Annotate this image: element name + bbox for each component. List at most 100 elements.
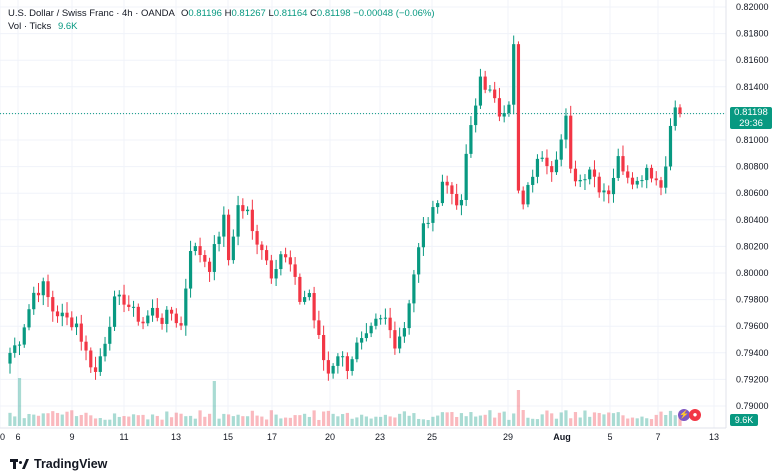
event-lightning-icon[interactable]: ⚡ — [678, 409, 690, 421]
volume-bar — [179, 413, 183, 426]
volume-bar — [640, 416, 644, 426]
candle-body — [592, 169, 597, 177]
candle-body — [455, 193, 459, 206]
candle-body — [426, 222, 430, 224]
volume-bar — [355, 417, 359, 426]
candle-body — [217, 236, 221, 245]
volume-bar — [345, 412, 349, 426]
candle-body — [345, 356, 349, 371]
volume-bar — [122, 416, 126, 426]
candle-body — [70, 317, 74, 328]
volume-bar — [146, 419, 150, 426]
candle-body — [497, 98, 502, 117]
volume-bar — [245, 416, 250, 426]
candle-body — [431, 207, 435, 223]
candle-body — [459, 199, 464, 206]
volume-bar — [383, 414, 387, 426]
volume-bar — [150, 414, 155, 426]
time-tick-label: 23 — [375, 432, 385, 442]
volume-bar — [260, 416, 264, 426]
candle-body — [526, 184, 530, 205]
volume-bar — [203, 416, 207, 426]
candle-body — [336, 356, 340, 366]
price-tick-label: 0.80400 — [736, 215, 769, 225]
bar-countdown: 29:36 — [739, 117, 763, 129]
candle-body — [402, 328, 406, 337]
volume-bar — [602, 414, 606, 426]
candle-body — [326, 360, 330, 374]
candle-body — [502, 113, 506, 117]
candle-body — [478, 76, 483, 106]
volume-label[interactable]: Vol · Ticks — [8, 21, 52, 32]
volume-bar — [635, 418, 639, 426]
volume-bar — [616, 412, 620, 426]
candle-body — [46, 281, 50, 298]
low-label: L — [268, 8, 274, 19]
volume-bar — [645, 418, 649, 426]
volume-bar — [217, 418, 221, 426]
candle-body — [79, 323, 83, 342]
candle-body — [93, 367, 98, 372]
candle-body — [597, 176, 601, 193]
candle-body — [55, 311, 60, 317]
volume-bar — [193, 418, 197, 426]
time-tick-label: 6 — [15, 432, 20, 442]
volume-bar — [226, 414, 231, 426]
candle-body — [578, 179, 582, 182]
volume-bar — [459, 413, 464, 426]
volume-bar — [27, 413, 31, 426]
tradingview-logo[interactable]: TradingView — [10, 457, 107, 471]
time-tick-label: 11 — [119, 432, 128, 442]
price-tick-label: 0.80800 — [736, 162, 769, 172]
candle-body — [649, 167, 654, 179]
low-value: 0.81164 — [273, 8, 308, 19]
candle-body — [322, 334, 326, 361]
volume-bar — [51, 411, 55, 426]
candle-body — [293, 264, 297, 277]
candle-body — [616, 156, 620, 178]
candle-body — [60, 312, 64, 317]
price-tick-label: 0.81800 — [736, 29, 769, 39]
time-tick-label: 29 — [503, 432, 513, 442]
candle-body — [668, 125, 673, 167]
volume-bar — [312, 410, 316, 426]
volume-bar — [588, 416, 592, 426]
time-tick-label: 5 — [607, 432, 612, 442]
volume-bar — [573, 412, 578, 426]
price-tick-label: 0.80600 — [736, 188, 769, 198]
symbol-title[interactable]: U.S. Dollar / Swiss Franc · 4h · OANDA — [8, 8, 175, 19]
volume-bar — [108, 419, 112, 426]
current-price-tag: 0.81198 29:36 — [730, 106, 772, 129]
candle-body — [184, 288, 188, 326]
event-flag-icon[interactable]: ● — [689, 409, 701, 421]
candle-body — [374, 318, 378, 326]
volume-bar — [307, 416, 311, 426]
volume-bar — [526, 417, 530, 426]
volume-bar — [626, 418, 630, 426]
volume-bar — [512, 413, 516, 426]
candle-body — [122, 294, 126, 305]
candle-body — [573, 168, 578, 182]
volume-bar — [445, 412, 449, 426]
volume-bar — [379, 416, 383, 426]
volume-bar — [331, 413, 335, 426]
candle-body — [450, 185, 454, 194]
candle-body — [303, 297, 307, 302]
price-axis[interactable]: 0.820000.818000.816000.814000.812000.810… — [736, 2, 769, 411]
volume-bar — [649, 419, 654, 426]
time-axis[interactable]: 6 9 11 13 15 17 20 23 25 29 Aug 5 7 10 13 — [0, 432, 719, 442]
volume-bar — [607, 412, 611, 426]
volume-bar — [269, 410, 273, 426]
volume-bar — [469, 412, 473, 426]
volume-bar — [559, 412, 563, 426]
candle-body — [559, 139, 563, 160]
candle-body — [664, 166, 668, 188]
candle-body — [678, 107, 682, 114]
candle-body — [607, 190, 611, 195]
candle-body — [360, 338, 364, 343]
volume-bar — [388, 416, 392, 426]
candle-body — [398, 336, 402, 349]
volume-bar — [531, 418, 535, 426]
volume-bar — [664, 414, 668, 426]
